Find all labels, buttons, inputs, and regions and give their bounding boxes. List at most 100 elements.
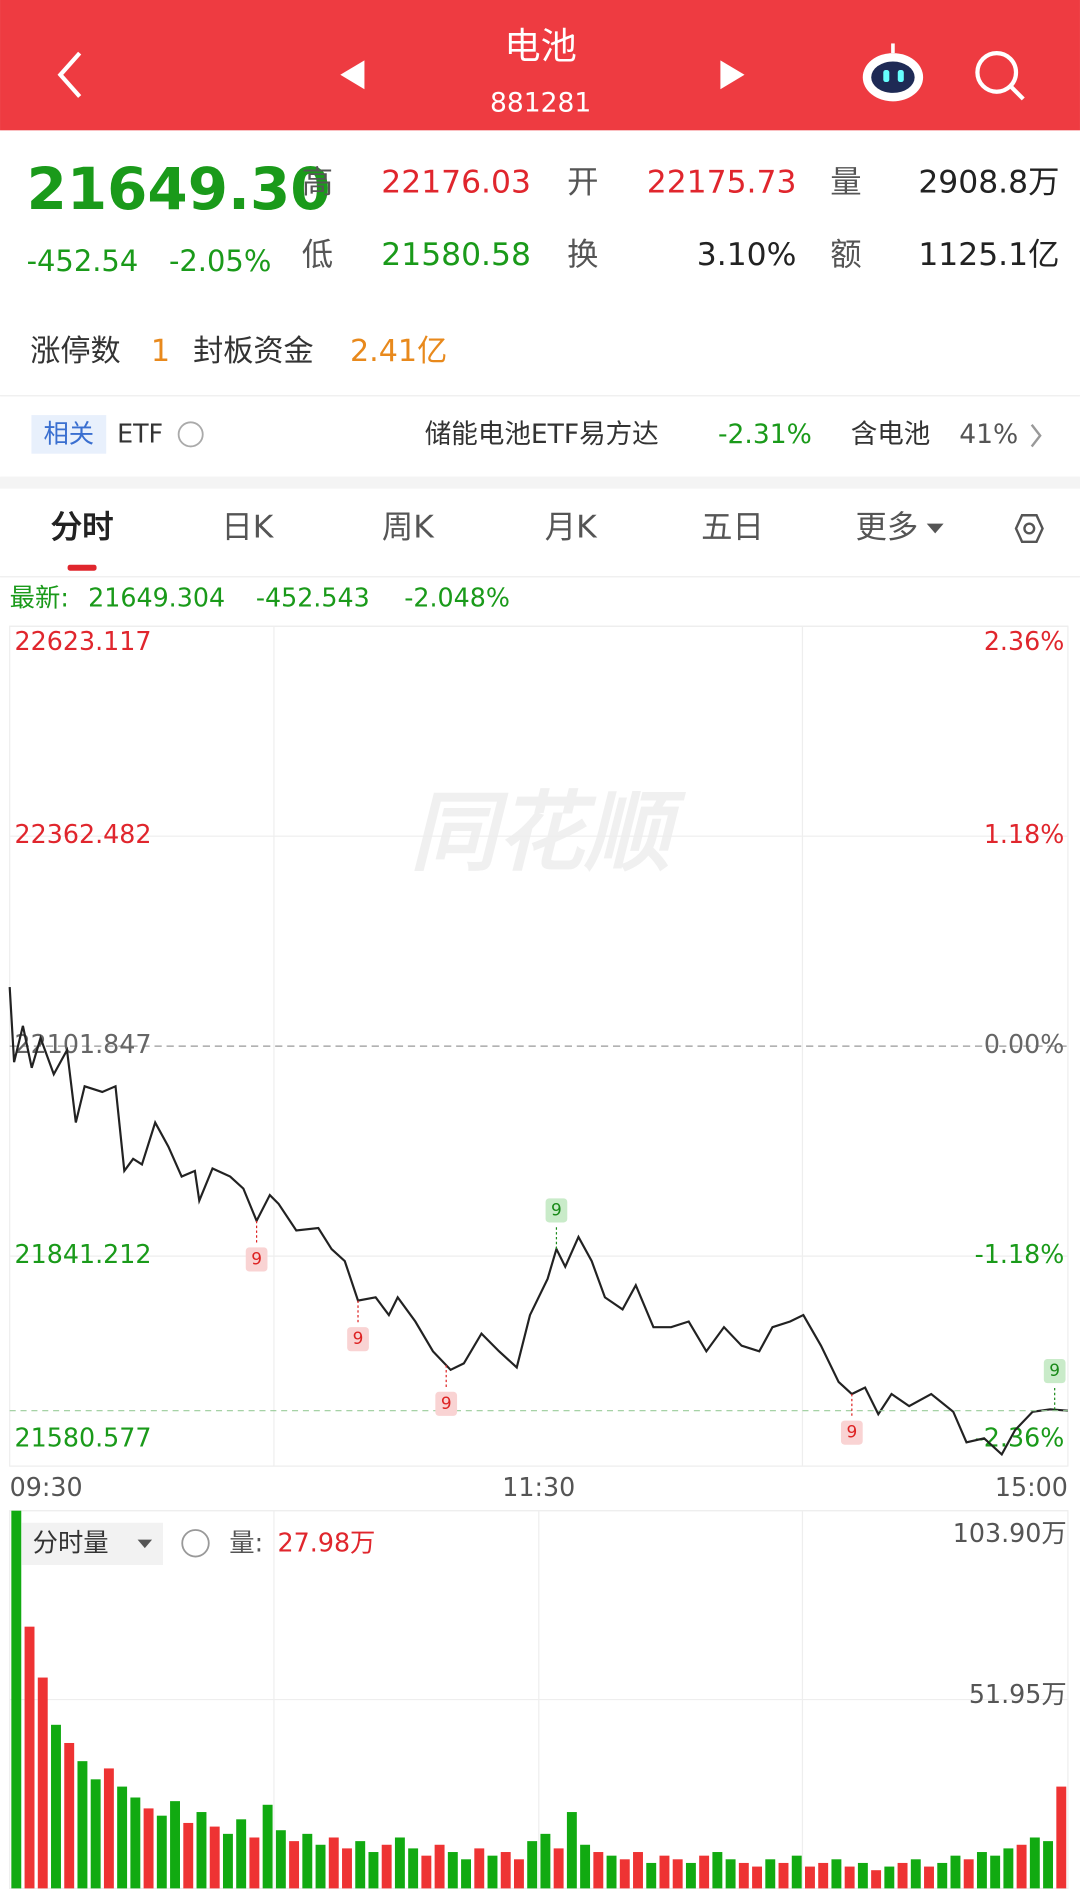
tab[interactable]: 日K [221,510,274,546]
volume-bar [1029,1837,1040,1889]
volume-bar [143,1808,154,1889]
etf-holding: 41% [959,419,1018,450]
tag-box [31,415,107,454]
stat-label: 低 [302,237,333,273]
y2-tick-label: 1.18% [984,819,1064,849]
volume-bar [778,1862,789,1889]
etf-holding-label: 含电池 [851,419,931,450]
x-tick-label: 15:00 [995,1472,1068,1502]
volume-bar [394,1837,405,1889]
volume-bar [672,1859,683,1889]
volume-bar [963,1859,974,1889]
y-tick-label: 51.95万 [969,1679,1067,1709]
dropdown-arrow[interactable] [137,1539,153,1549]
search-icon[interactable] [975,50,1025,101]
volume-bar [196,1812,207,1889]
volume-bar [593,1852,604,1889]
volume-bar [1056,1786,1067,1889]
volume-bar [897,1862,908,1889]
volume-value: 27.98万 [278,1527,376,1557]
back-button[interactable] [57,51,82,98]
volume-bar [950,1855,961,1889]
tab[interactable]: 更多 [856,510,919,546]
tab[interactable]: 分时 [51,510,114,546]
etf-label[interactable]: ETF [117,419,163,449]
signal-badge [840,1420,863,1445]
tab[interactable]: 五日 [701,510,764,546]
volume-bar [90,1779,101,1889]
volume-bar [434,1844,445,1889]
volume-bar [302,1833,313,1889]
signal-label: 9 [441,1393,452,1413]
prev-button[interactable] [340,60,365,90]
chevron[interactable] [1030,423,1042,448]
selector-box[interactable] [21,1522,163,1566]
next-button[interactable] [720,60,745,90]
signal-label: 9 [846,1422,857,1442]
volume-bar [937,1862,948,1889]
volume-bar [527,1841,538,1889]
y2-tick-label: -2.36% [975,1423,1065,1453]
help-icon[interactable] [177,421,204,448]
volume-bar [553,1848,564,1889]
volume-bar [765,1859,776,1889]
y-tick-label: 22362.482 [15,819,152,849]
selector[interactable]: 分时量 [33,1527,109,1557]
volume-bar [540,1833,551,1889]
signal-label: 9 [551,1199,562,1219]
volume-bar [884,1866,895,1889]
stat-value: 3.10% [697,237,797,273]
price: 21649.30 [27,155,331,223]
volume-bar [990,1855,1001,1889]
volume-label: 量: [229,1527,263,1557]
volume-bar [805,1866,815,1889]
volume-bar [11,1510,22,1889]
signal-badge [1043,1358,1066,1384]
help-icon[interactable] [181,1529,210,1558]
settings-icon[interactable] [1014,514,1044,543]
tab[interactable]: 月K [545,510,598,546]
volume-bar [130,1797,141,1889]
stat-value: 22175.73 [647,164,797,200]
volume-bar [818,1862,829,1889]
etf-change: -2.31% [718,419,812,450]
volume-bar [857,1862,868,1889]
volume-bar [275,1830,286,1889]
volume-bar [738,1862,749,1889]
assistant-icon[interactable] [862,43,924,102]
volume-bar [871,1870,882,1889]
volume-bar [37,1677,48,1889]
y-tick-label: 22101.847 [15,1029,152,1059]
limit-label: 封板资金 [193,334,314,369]
volume-bar [580,1844,591,1889]
stat-label: 换 [567,237,598,273]
chart-layer: 22623.117 22362.482 22101.847 21841.212 2158… [8,625,1068,1889]
volume-bar [844,1866,855,1889]
volume-bar [910,1859,921,1889]
volume-bar [712,1852,723,1889]
volume-bar [1003,1848,1014,1889]
tab[interactable]: 周K [382,510,435,546]
volume-bar [659,1855,670,1889]
volume-bar [368,1852,379,1889]
watermark: 同花顺 [410,783,686,884]
etf-name[interactable]: 储能电池ETF易方达 [425,419,659,450]
dropdown-arrow[interactable] [926,523,944,534]
latest-price: 21649.304 [88,583,225,613]
volume-bar [685,1862,696,1889]
latest-label: 最新: [10,583,69,613]
volume-bar [103,1768,114,1889]
signal-badge [347,1327,369,1352]
volume-bar [646,1862,657,1889]
settings-icon[interactable] [1023,522,1036,535]
limit-funds: 2.41亿 [350,334,447,369]
limit-count: 1 [151,334,170,369]
volume-bar [606,1855,617,1889]
stat-value: 22176.03 [381,164,531,200]
volume-bar [566,1812,577,1889]
volume-bar [461,1859,472,1889]
volume-bar [51,1724,61,1889]
volume-bar [725,1859,736,1889]
volume-bar [633,1852,643,1889]
